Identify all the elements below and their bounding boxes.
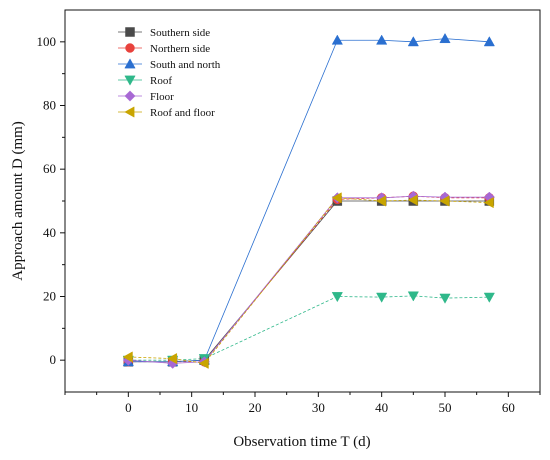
series-lines — [128, 38, 490, 364]
x-tick-label: 10 — [185, 400, 198, 415]
legend-marker — [124, 106, 135, 118]
data-point-series-6 — [198, 357, 209, 369]
x-tick-label: 50 — [439, 400, 452, 415]
x-tick-label: 60 — [502, 400, 515, 415]
data-point-series-6 — [331, 192, 342, 204]
x-tick-label: 0 — [125, 400, 132, 415]
legend-entry: Floor — [150, 91, 174, 103]
legend-marker — [124, 90, 136, 102]
series-line-2 — [128, 195, 490, 363]
series-line-4 — [128, 295, 490, 361]
legend-entry: Southern side — [150, 27, 210, 39]
data-point-series-4 — [439, 293, 451, 304]
series-line-5 — [128, 195, 490, 364]
data-point-series-4 — [407, 291, 419, 302]
x-axis-label: Observation time T (d) — [233, 434, 370, 450]
legend-entry: Northern side — [150, 43, 210, 55]
y-tick-label: 20 — [43, 289, 56, 304]
x-tick-label: 40 — [375, 400, 388, 415]
axis-ticks: 0 10 20 30 40 50 60 0 20 40 60 80 100 — [37, 34, 541, 415]
y-tick-label: 60 — [43, 161, 56, 176]
y-tick-label: 0 — [50, 352, 57, 367]
legend-entry: Roof and floor — [150, 107, 215, 119]
legend-marker — [125, 43, 135, 53]
data-point-series-6 — [483, 196, 494, 209]
data-point-series-4 — [331, 292, 343, 303]
legend-marker — [124, 75, 136, 86]
series-line-6 — [128, 197, 490, 364]
data-point-series-4 — [376, 292, 388, 303]
y-tick-label: 100 — [37, 34, 57, 49]
y-axis-label: Approach amount D (mm) — [10, 121, 26, 281]
y-tick-label: 40 — [43, 225, 56, 240]
legend: Southern side Northern side South and nort… — [118, 27, 221, 119]
series-markers — [122, 32, 495, 369]
data-point-series-6 — [166, 352, 178, 365]
x-tick-label: 20 — [249, 400, 262, 415]
data-point-series-3 — [439, 32, 451, 44]
x-tick-label: 30 — [312, 400, 325, 415]
legend-marker — [125, 27, 135, 37]
data-point-series-6 — [439, 195, 450, 207]
data-point-series-3 — [483, 36, 495, 47]
data-point-series-3 — [331, 34, 343, 45]
series-line-3 — [128, 38, 490, 363]
data-point-series-6 — [122, 351, 133, 363]
data-point-series-6 — [375, 195, 387, 207]
data-point-series-3 — [407, 36, 419, 47]
series-line-1 — [128, 200, 490, 363]
data-point-series-3 — [376, 34, 388, 45]
data-point-series-4 — [483, 292, 495, 303]
legend-entry: Roof — [150, 75, 172, 87]
legend-marker — [124, 58, 136, 69]
y-tick-label: 80 — [43, 98, 56, 113]
legend-entry: South and north — [150, 59, 221, 71]
data-point-series-6 — [407, 194, 418, 206]
